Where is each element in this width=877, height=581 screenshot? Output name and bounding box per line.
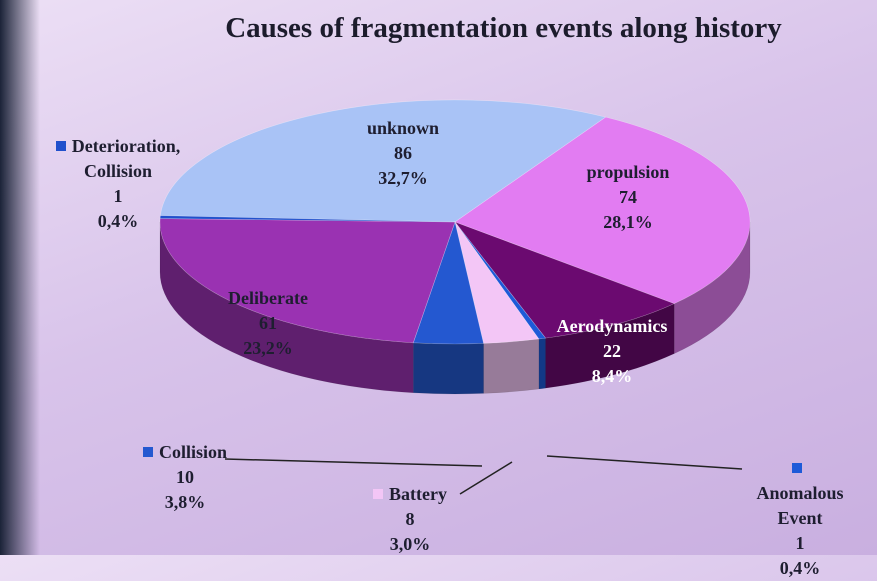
category-label: propulsion: [586, 162, 670, 182]
label-name: Battery: [350, 482, 470, 507]
legend-marker: [55, 141, 66, 151]
label-name: unknown: [333, 116, 473, 141]
value-label: 1: [113, 186, 123, 206]
data-label: Deliberate 61 23,2%: [208, 286, 328, 361]
leader-line: [459, 461, 513, 495]
label-name: Collision: [120, 440, 250, 465]
data-label: propulsion 74 28,1%: [558, 160, 698, 235]
data-label: Deterioration, Collision 1 0,4%: [33, 134, 203, 234]
category-label: Anomalous Event: [756, 483, 844, 528]
category-label: Collision: [158, 442, 228, 462]
value-label: 86: [394, 143, 412, 163]
slice: [454, 116, 751, 304]
percent-label: 32,7%: [378, 168, 428, 188]
legend-marker: [792, 463, 802, 473]
label-name: Deliberate: [208, 286, 328, 311]
chart-title: Causes of fragmentation events along his…: [225, 12, 782, 44]
value-label: 1: [795, 533, 805, 553]
percent-label: 3,8%: [164, 492, 206, 512]
value-label: 10: [176, 467, 194, 487]
data-label: Aerodynamics 22 8,4%: [537, 314, 687, 389]
slice-side: [413, 342, 484, 395]
percent-label: 0,4%: [97, 211, 139, 231]
label-name: Deterioration, Collision: [33, 134, 203, 184]
slice: [454, 221, 547, 340]
category-label: Battery: [389, 484, 447, 504]
slice: [159, 215, 456, 223]
slice: [160, 99, 607, 223]
data-label: unknown 86 32,7%: [333, 116, 473, 191]
percent-label: 28,1%: [603, 212, 653, 232]
category-label: Deliberate: [228, 288, 308, 308]
category-label: Deterioration, Collision: [71, 136, 181, 181]
legend-marker: [142, 447, 153, 457]
value-label: 74: [619, 187, 637, 207]
label-name: Aerodynamics: [537, 314, 687, 339]
percent-label: 23,2%: [243, 338, 293, 358]
slice-side: [483, 338, 540, 394]
percent-label: 8,4%: [591, 366, 633, 386]
slice: [159, 218, 456, 344]
edge-shade: [0, 0, 40, 555]
value-label: 8: [405, 509, 415, 529]
percent-label: 0,4%: [779, 558, 821, 578]
data-label: Collision 10 3,8%: [120, 440, 250, 515]
percent-label: 3,0%: [389, 534, 431, 554]
leader-line: [546, 455, 743, 470]
label-name: Anomalous Event: [750, 456, 850, 531]
slice: [412, 220, 484, 345]
label-name: propulsion: [558, 160, 698, 185]
chart: [159, 99, 751, 495]
category-label: Aerodynamics: [556, 316, 668, 336]
category-label: unknown: [366, 118, 440, 138]
value-label: 61: [259, 313, 277, 333]
leader-line: [224, 458, 483, 467]
data-label: Battery 8 3,0%: [350, 482, 470, 557]
slice: [454, 221, 675, 339]
slice: [454, 221, 540, 344]
value-label: 22: [603, 341, 621, 361]
data-label: Anomalous Event 1 0,4%: [750, 456, 850, 581]
legend-marker: [373, 489, 383, 499]
